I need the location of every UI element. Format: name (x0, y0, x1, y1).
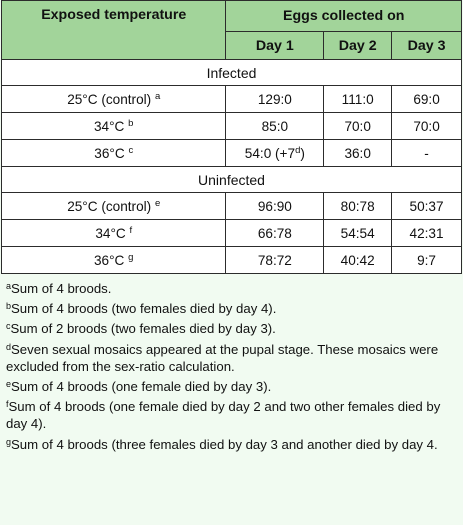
header-day-3: Day 3 (391, 31, 462, 60)
table-row: 25°C (control) a 129:0 111:0 69:0 (0, 85, 462, 113)
footnote: gSum of 4 broods (three females died by … (6, 436, 457, 453)
table-row: 34°C f 66:78 54:54 42:31 (0, 219, 462, 247)
footnote: aSum of 4 broods. (6, 280, 457, 297)
footnote: bSum of 4 broods (two females died by da… (6, 300, 457, 317)
day-2-cell: 70:0 (323, 112, 393, 140)
footnote-text: Sum of 4 broods. (11, 281, 112, 296)
day-2-cell: 36:0 (323, 139, 393, 167)
footnote-mark: e (6, 379, 12, 390)
condition-label: 34°C (95, 225, 126, 241)
condition-label: 36°C (94, 145, 125, 161)
table-row: 36°C c 54:0 (+7d) 36:0 - (0, 139, 462, 167)
day-1-cell: 66:78 (225, 219, 325, 247)
condition-cell: 36°C g (0, 246, 227, 274)
header-eggs-collected-on: Eggs collected on (225, 0, 462, 32)
day-1-value: 129:0 (257, 91, 292, 107)
footnote-text: Sum of 2 broods (two females died by day… (10, 321, 276, 337)
footnote-text: Seven sexual mosaics appeared at the pup… (6, 341, 439, 374)
egg-collection-table: Exposed temperature Eggs collected on Da… (0, 0, 462, 274)
section-label-infected: Infected (1, 59, 462, 86)
day-1-cell: 85:0 (225, 112, 325, 140)
footnote-mark: a (6, 281, 12, 291)
footnote-text: Sum of 4 broods (two females died by day… (11, 301, 277, 317)
day-2-cell: 40:42 (323, 246, 393, 274)
condition-label: 25°C (control) (67, 91, 152, 107)
day-2-cell: 54:54 (323, 219, 393, 247)
day-1-footnote-mark: d (295, 144, 301, 156)
table-row: 36°C g 78:72 40:42 9:7 (0, 246, 462, 274)
day-3-cell: - (391, 139, 462, 167)
table-row: 25°C (control) e 96:90 80:78 50:37 (0, 192, 462, 220)
condition-label: 34°C (94, 118, 125, 134)
day-1-value: 54:0 (+7 (244, 145, 296, 161)
condition-footnote-mark: f (129, 224, 133, 236)
table-row: 34°C b 85:0 70:0 70:0 (0, 112, 462, 140)
day-1-cell: 54:0 (+7d) (225, 139, 325, 167)
condition-cell: 34°C b (0, 112, 227, 140)
condition-footnote-mark: a (154, 90, 161, 102)
day-3-cell: 9:7 (391, 246, 462, 274)
section-label-uninfected: Uninfected (1, 166, 462, 193)
footnote-text: Sum of 4 broods (three females died by d… (11, 436, 438, 452)
condition-cell: 34°C f (0, 219, 227, 247)
condition-cell: 36°C c (0, 139, 227, 167)
day-3-cell: 42:31 (391, 219, 462, 247)
day-2-cell: 111:0 (323, 85, 393, 113)
footnote: fSum of 4 broods (one female died by day… (6, 398, 457, 432)
condition-footnote-mark: b (128, 117, 134, 129)
condition-cell: 25°C (control) a (0, 85, 227, 113)
footnote: eSum of 4 broods (one female died by day… (6, 378, 457, 395)
day-1-cell: 129:0 (225, 85, 325, 113)
day-1-value-tail: ) (300, 145, 305, 161)
header-day-2: Day 2 (323, 31, 393, 60)
condition-label: 25°C (control) (67, 198, 152, 214)
header-exposed-temperature: Exposed temperature (0, 0, 227, 60)
day-1-cell: 78:72 (225, 246, 325, 274)
footnote-mark: c (6, 321, 11, 332)
footnote-text: Sum of 4 broods (one female died by day … (6, 399, 441, 432)
condition-footnote-mark: e (154, 197, 161, 209)
condition-cell: 25°C (control) e (0, 192, 227, 220)
footnote-mark: f (6, 399, 9, 410)
day-3-cell: 70:0 (391, 112, 462, 140)
day-2-cell: 80:78 (323, 192, 393, 220)
day-3-cell: 50:37 (391, 192, 462, 220)
footnote-mark: d (6, 341, 12, 352)
footnotes: aSum of 4 broods. bSum of 4 broods (two … (0, 274, 463, 453)
day-3-cell: 69:0 (391, 85, 462, 113)
footnote: cSum of 2 broods (two females died by da… (6, 320, 457, 337)
day-1-value: 85:0 (261, 118, 289, 134)
footnote: dSeven sexual mosaics appeared at the pu… (6, 341, 457, 375)
condition-label: 36°C (94, 252, 125, 268)
day-1-cell: 96:90 (225, 192, 325, 220)
footnote-mark: b (6, 301, 12, 312)
header-day-1: Day 1 (225, 31, 325, 60)
footnote-text: Sum of 4 broods (one female died by day … (11, 379, 272, 395)
condition-footnote-mark: c (128, 144, 134, 156)
condition-footnote-mark: g (128, 251, 134, 263)
footnote-mark: g (6, 436, 12, 447)
